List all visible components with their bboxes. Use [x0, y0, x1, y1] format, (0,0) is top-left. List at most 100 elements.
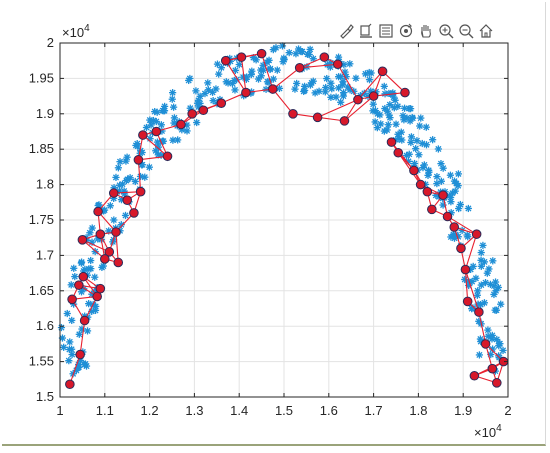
- graph-node: [122, 195, 132, 205]
- y-tick-label: 1.75: [29, 212, 54, 227]
- graph-node: [79, 315, 90, 326]
- graph-node: [469, 370, 480, 381]
- scatter-point: [294, 45, 303, 53]
- x-axis-exponent: ×104: [474, 423, 502, 440]
- graph-node: [133, 155, 144, 165]
- graph-edge: [299, 63, 338, 69]
- graph-node: [442, 211, 453, 222]
- scatter-point: [152, 147, 160, 155]
- graph-edge: [272, 88, 294, 115]
- scatter-point: [66, 338, 74, 346]
- scatter-point: [480, 299, 489, 307]
- graph-node: [162, 151, 173, 162]
- scatter-point: [58, 334, 67, 342]
- scatter-point: [85, 300, 93, 308]
- scatter-point: [463, 231, 471, 239]
- scatter-point: [394, 102, 402, 110]
- graph-edge: [373, 92, 406, 97]
- scatter-point: [300, 82, 309, 90]
- scatter-point: [495, 352, 503, 360]
- scatter-point: [454, 170, 463, 178]
- scatter-point: [75, 330, 83, 338]
- scatter-point: [429, 136, 437, 144]
- scatter-point: [192, 87, 200, 95]
- axes-toolbar: [336, 20, 495, 42]
- scatter-point: [407, 138, 415, 147]
- scatter-point: [415, 151, 423, 159]
- graph-node: [135, 186, 146, 197]
- scatter-point: [153, 108, 161, 116]
- graph-node: [312, 112, 323, 123]
- scatter-point: [169, 136, 177, 144]
- y-tick-label: 1.85: [29, 141, 54, 156]
- scatter-point: [371, 118, 379, 126]
- scatter-point: [170, 114, 179, 122]
- scatter-point: [352, 74, 360, 82]
- graph-node: [108, 188, 119, 198]
- graph-edge: [344, 95, 374, 122]
- scatter-point: [434, 145, 442, 153]
- scatter-point: [472, 274, 480, 282]
- graph-edge: [464, 233, 478, 270]
- legend-icon[interactable]: [376, 21, 395, 41]
- brush-icon[interactable]: [336, 21, 355, 41]
- graph-node: [427, 204, 437, 215]
- scatter-point: [369, 100, 377, 108]
- scatter-point: [185, 76, 193, 85]
- zoom-in-icon[interactable]: [436, 21, 455, 41]
- scatter-point: [392, 120, 400, 128]
- scatter-point: [169, 89, 177, 97]
- scatter-point: [204, 79, 212, 87]
- scatter-point: [57, 323, 66, 332]
- scatter-point: [473, 291, 481, 299]
- scatter-point: [365, 68, 373, 77]
- scatter-point: [397, 128, 405, 136]
- scatter-point: [157, 121, 165, 129]
- scatter-point: [91, 273, 99, 281]
- scatter-point: [337, 98, 345, 106]
- scatter-point: [377, 120, 385, 128]
- rotate-icon[interactable]: [396, 21, 415, 41]
- scatter-point: [327, 79, 335, 87]
- scatter-point: [269, 46, 277, 54]
- scatter-point: [141, 173, 149, 181]
- graph-node: [480, 339, 491, 349]
- datatip-icon[interactable]: [356, 21, 375, 41]
- scatter-point: [68, 316, 76, 325]
- scatter-point: [183, 127, 191, 135]
- x-tick-label: 1.6: [320, 403, 338, 418]
- scatter-point: [497, 300, 505, 308]
- x-tick-label: 1.9: [454, 403, 472, 418]
- scatter-point: [469, 304, 477, 312]
- graph-node: [104, 247, 115, 257]
- scatter-point: [446, 171, 455, 179]
- scatter-point: [70, 264, 78, 272]
- scatter-point: [332, 93, 340, 101]
- scatter-point: [88, 224, 96, 232]
- x-tick-label: 1.1: [96, 403, 114, 418]
- x-tick-label: 1.2: [141, 403, 159, 418]
- graph-node: [462, 296, 473, 307]
- graph-node: [95, 283, 106, 294]
- scatter-point: [492, 306, 501, 314]
- pan-icon[interactable]: [416, 21, 435, 41]
- scatter-point: [380, 127, 388, 135]
- scatter-point: [327, 93, 335, 101]
- scatter-point: [365, 76, 374, 84]
- y-tick-label: 1.65: [29, 283, 54, 298]
- scatter-point: [418, 139, 426, 148]
- home-icon[interactable]: [476, 21, 495, 41]
- scatter-point: [480, 258, 489, 266]
- graph-edge: [464, 269, 480, 313]
- scatter-point: [117, 221, 125, 229]
- scatter-point: [386, 114, 394, 122]
- scatter-point: [91, 306, 100, 315]
- y-tick-label: 1.5: [36, 389, 54, 404]
- graph-node: [386, 137, 397, 147]
- graph-node: [268, 84, 278, 94]
- scatter-point: [153, 138, 162, 146]
- graph-node: [449, 222, 460, 232]
- scatter-point: [160, 107, 168, 115]
- graph-node: [236, 52, 247, 62]
- zoom-out-icon[interactable]: [456, 21, 475, 41]
